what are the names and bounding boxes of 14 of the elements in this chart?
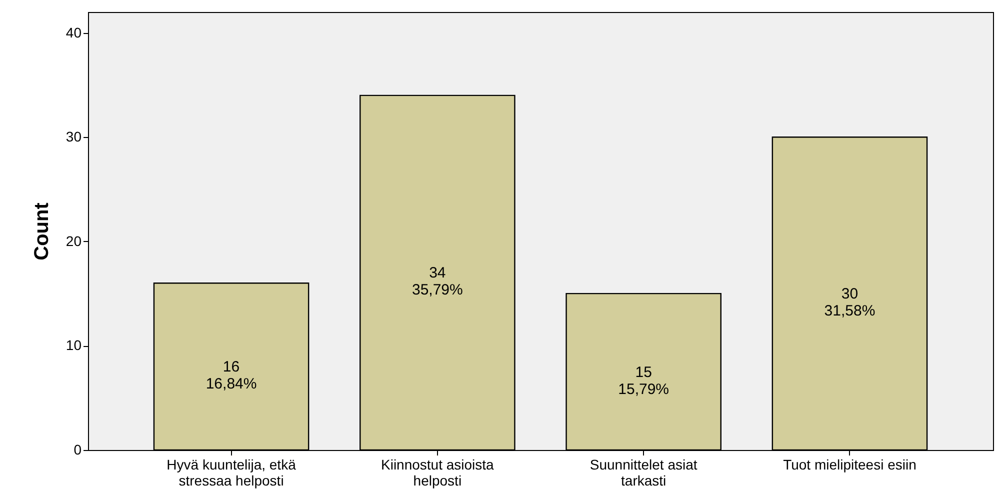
y-tick-label: 0 [74,442,82,458]
x-tick-label: Kiinnostut asioista helposti [381,456,494,488]
data-label: 34 35,79% [412,264,463,299]
x-tick-label: Hyvä kuuntelija, etkä stressaa helposti [166,456,296,488]
x-tick-label: Tuot mielipiteesi esiin [783,456,916,472]
y-axis-title: Count [30,202,53,260]
y-tick-label: 30 [66,128,82,145]
y-tick-label: 10 [66,337,82,354]
y-tick-label: 20 [66,232,82,249]
data-label: 30 31,58% [824,286,876,320]
data-label: 16 16,84% [206,358,257,393]
data-label: 15 15,79% [618,364,670,398]
y-tick-label: 40 [66,24,82,40]
x-tick-label: Suunnittelet asiat tarkasti [590,456,698,488]
